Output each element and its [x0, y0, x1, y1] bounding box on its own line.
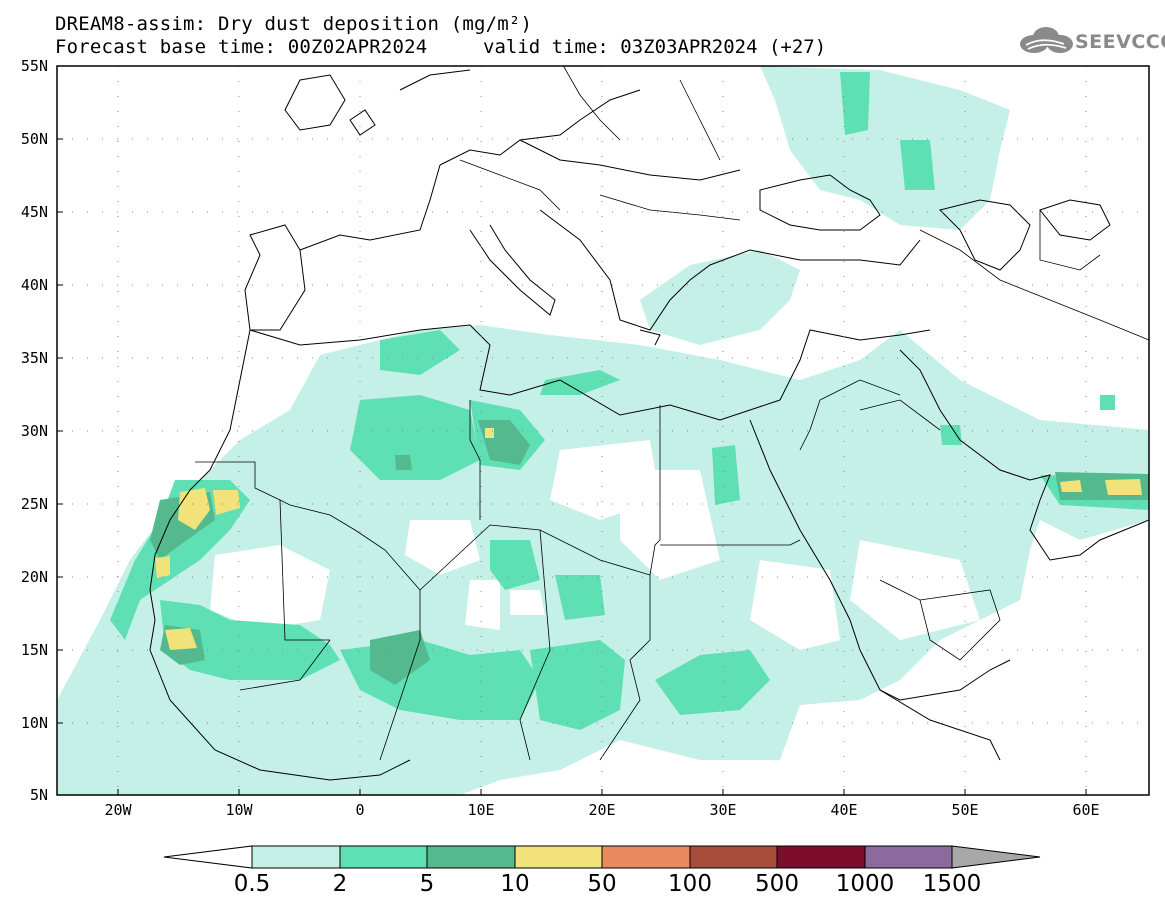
lat-label: 55N: [20, 57, 48, 75]
logo-text: SEEVCCC: [1075, 31, 1165, 53]
lat-label: 35N: [20, 349, 48, 367]
seevccc-logo: [1020, 27, 1073, 53]
title-product: DREAM8-assim: Dry dust deposition (mg/m²…: [55, 13, 533, 35]
lon-label: 20W: [104, 801, 132, 819]
colorbar-swatch-0: [251, 845, 341, 869]
country-borders: [195, 66, 1149, 761]
colorbar-label: 1000: [835, 871, 895, 897]
colorbar-label: 5: [419, 871, 435, 897]
title-forecast-base: Forecast base time: 00Z02APR2024: [55, 36, 428, 58]
lat-label: 40N: [20, 276, 48, 294]
title-valid-time: valid time: 03Z03APR2024 (+27): [483, 36, 827, 58]
dust-fields: [57, 66, 1149, 795]
lat-label: 15N: [20, 641, 48, 659]
lat-label: 45N: [20, 203, 48, 221]
colorbar-swatch-7: [864, 845, 953, 869]
lat-label: 20N: [20, 568, 48, 586]
clear-regions: [210, 440, 980, 650]
lon-label: 20E: [588, 801, 616, 819]
dust-level-light: [57, 66, 1149, 795]
colorbar-swatch-1: [339, 845, 428, 869]
lat-label: 30N: [20, 422, 48, 440]
colorbar-swatch-3: [514, 845, 603, 869]
colorbar-label: 10: [500, 871, 530, 897]
colorbar-label: 1500: [922, 871, 982, 897]
dust-level-high: [155, 428, 1142, 650]
lon-label: 0: [355, 801, 365, 819]
colorbar-swatch-2: [426, 845, 516, 869]
lon-label: 50E: [951, 801, 979, 819]
colorbar-swatch-5: [689, 845, 778, 869]
coastlines: [149, 69, 1149, 781]
lon-label: 30E: [709, 801, 737, 819]
dust-level-dark: [150, 420, 1149, 685]
colorbar-high-arrow: [951, 845, 1041, 869]
lat-label: 50N: [20, 130, 48, 148]
lat-label: 5N: [29, 786, 48, 804]
colorbar-label: 50: [587, 871, 617, 897]
colorbar-low-arrow: [163, 845, 253, 869]
colorbar-label: 500: [755, 871, 799, 897]
colorbar-swatch-6: [776, 845, 866, 869]
colorbar-label: 0.5: [233, 871, 271, 897]
lon-label: 10W: [225, 801, 253, 819]
colorbar-swatch-4: [601, 845, 691, 869]
cloud-icon: [1020, 27, 1073, 53]
axis-ticks: [57, 65, 1087, 796]
lon-label: 60E: [1072, 801, 1100, 819]
colorbar-label: 100: [668, 871, 712, 897]
lat-label: 25N: [20, 495, 48, 513]
colorbar-label: 2: [332, 871, 348, 897]
colorbar: [163, 845, 1041, 869]
lon-label: 40E: [830, 801, 858, 819]
lon-label: 10E: [467, 801, 495, 819]
lat-label: 10N: [20, 714, 48, 732]
